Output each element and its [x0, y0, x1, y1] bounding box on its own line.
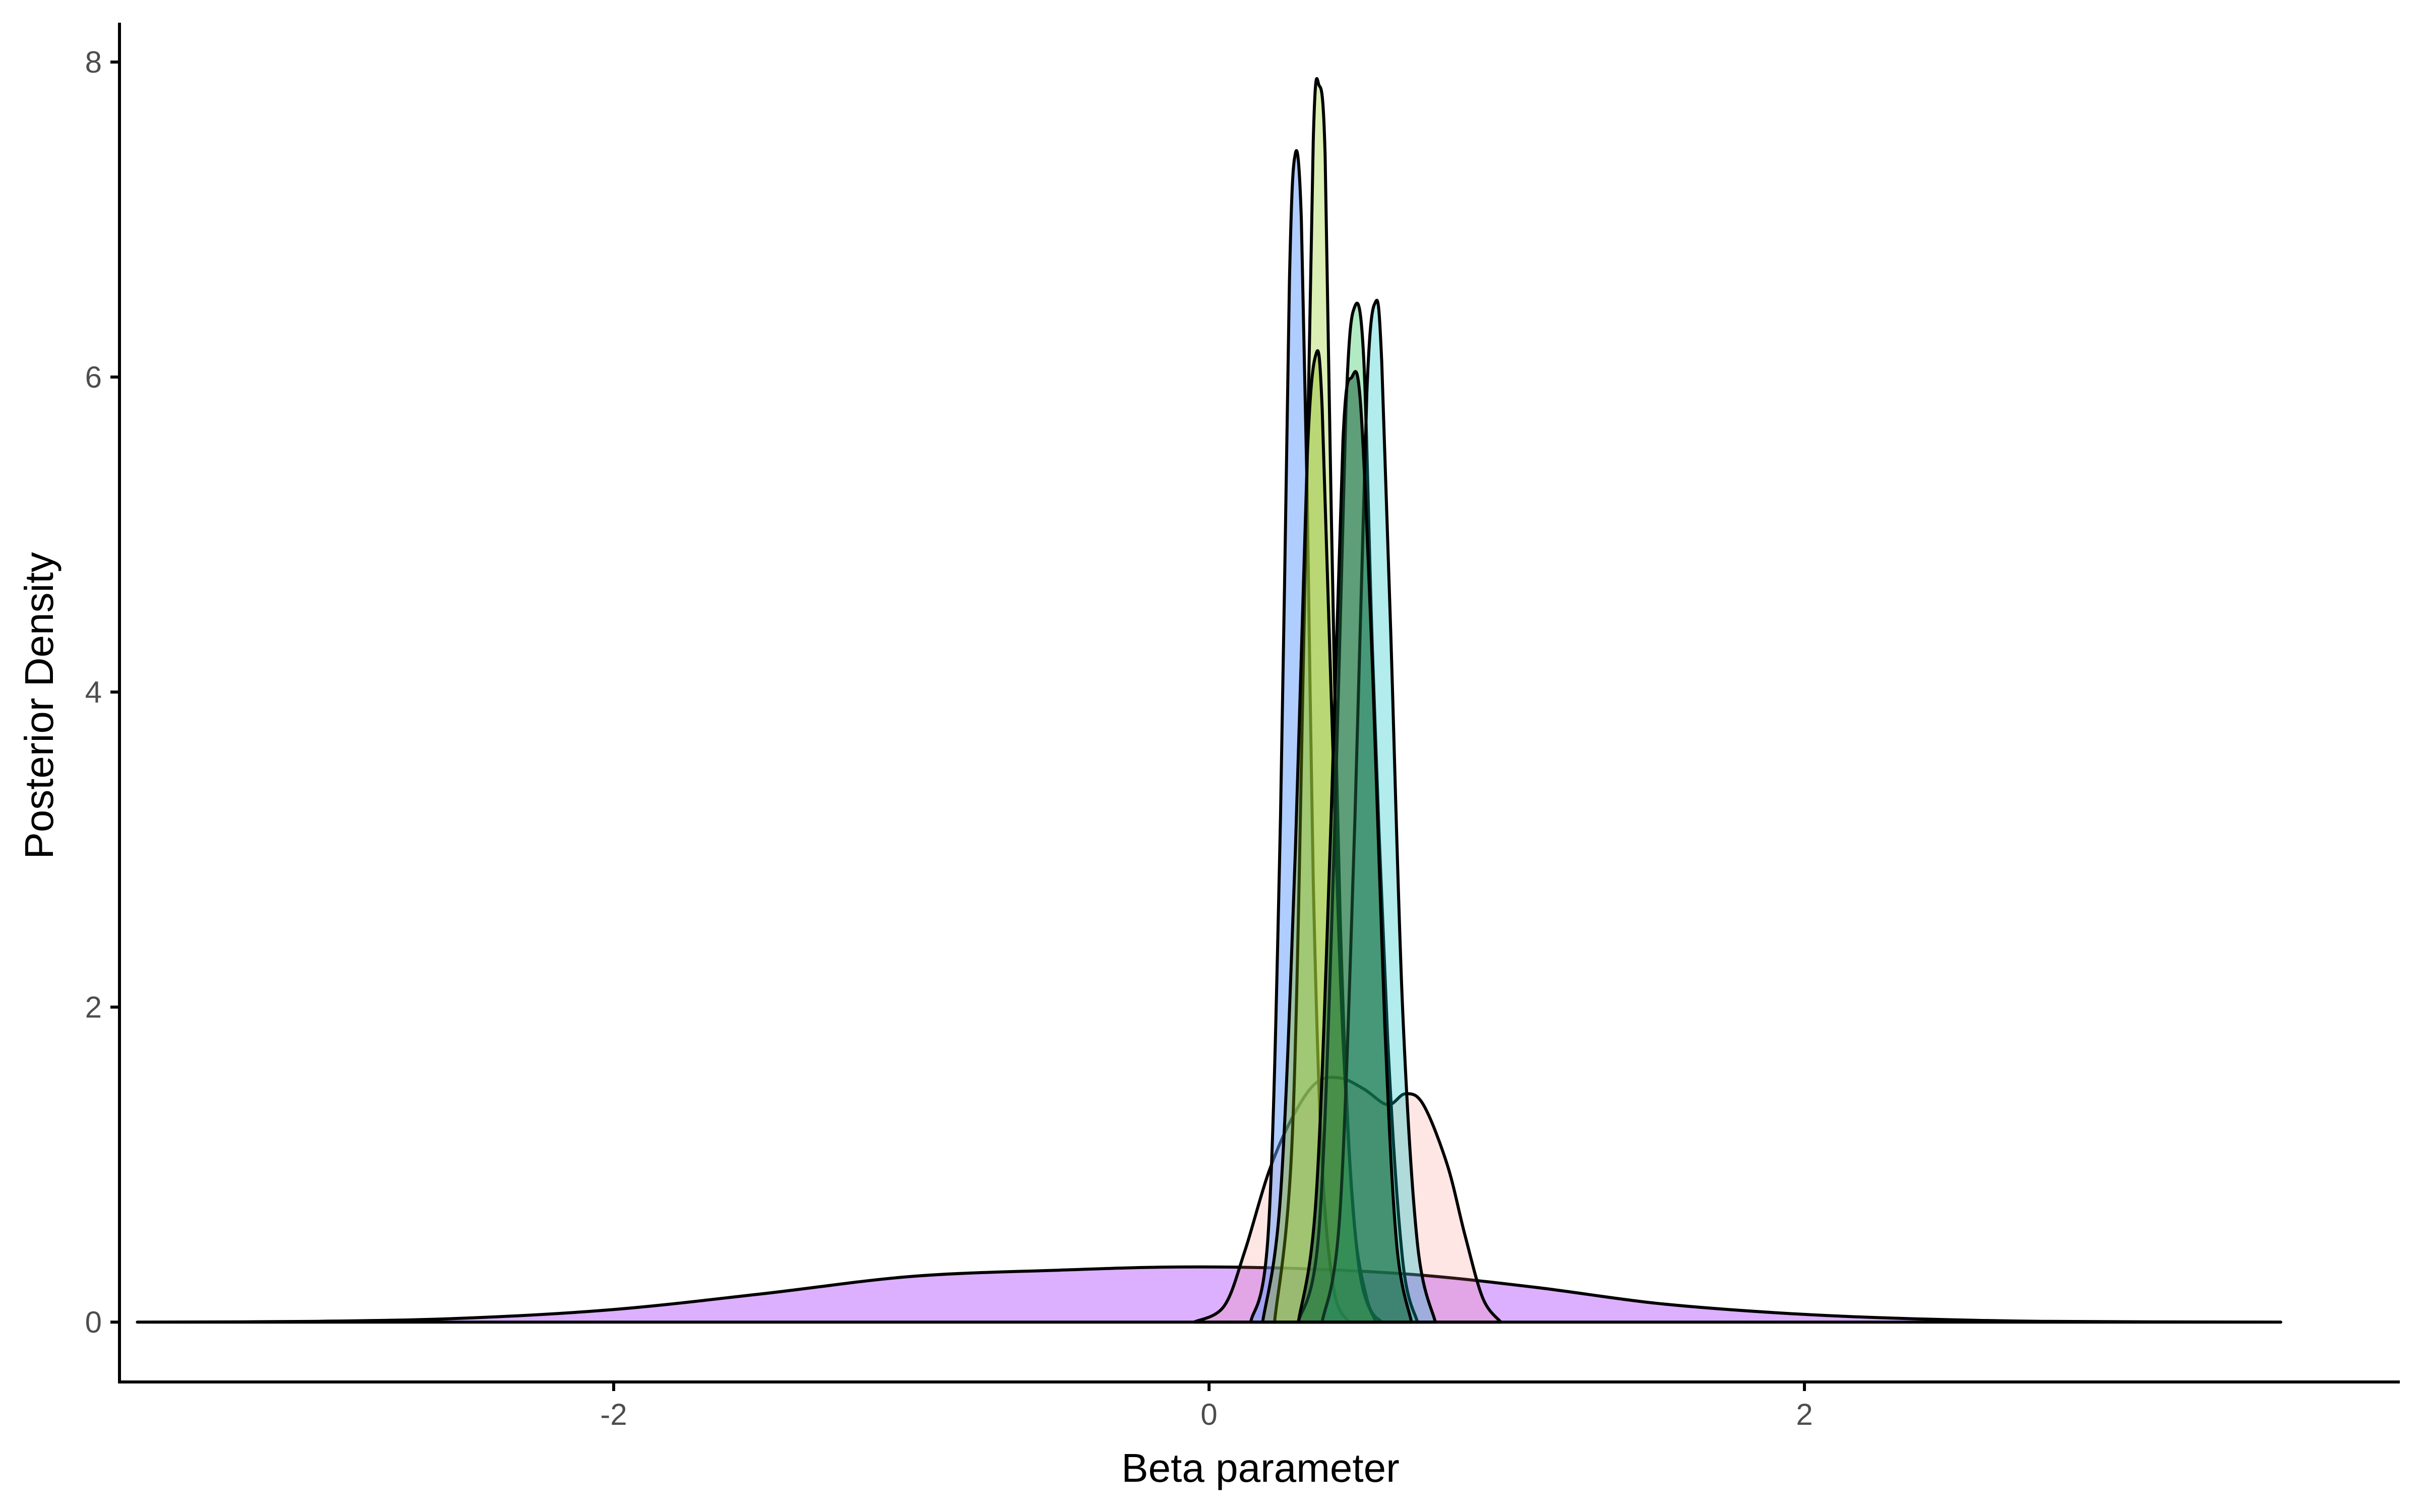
y-tick-label: 2	[85, 990, 102, 1024]
y-tick-label: 0	[85, 1305, 102, 1339]
density-area-8	[1297, 370, 1413, 1324]
x-tick-label: 2	[1796, 1398, 1812, 1431]
y-axis-title: Posterior Density	[17, 552, 62, 859]
x-tick-label: -2	[600, 1398, 627, 1431]
x-axis-title: Beta parameter	[1121, 1445, 1399, 1490]
x-axis-ticks: -2 0 2	[600, 1382, 1813, 1431]
y-tick-label: 4	[85, 675, 102, 709]
density-series-group	[136, 77, 2282, 1324]
y-axis-ticks: 0 2 4 6 8	[85, 45, 119, 1339]
y-tick-label: 8	[85, 45, 102, 79]
y-tick-label: 6	[85, 360, 102, 394]
x-tick-label: 0	[1200, 1398, 1217, 1431]
density-area-1	[136, 1265, 2282, 1324]
